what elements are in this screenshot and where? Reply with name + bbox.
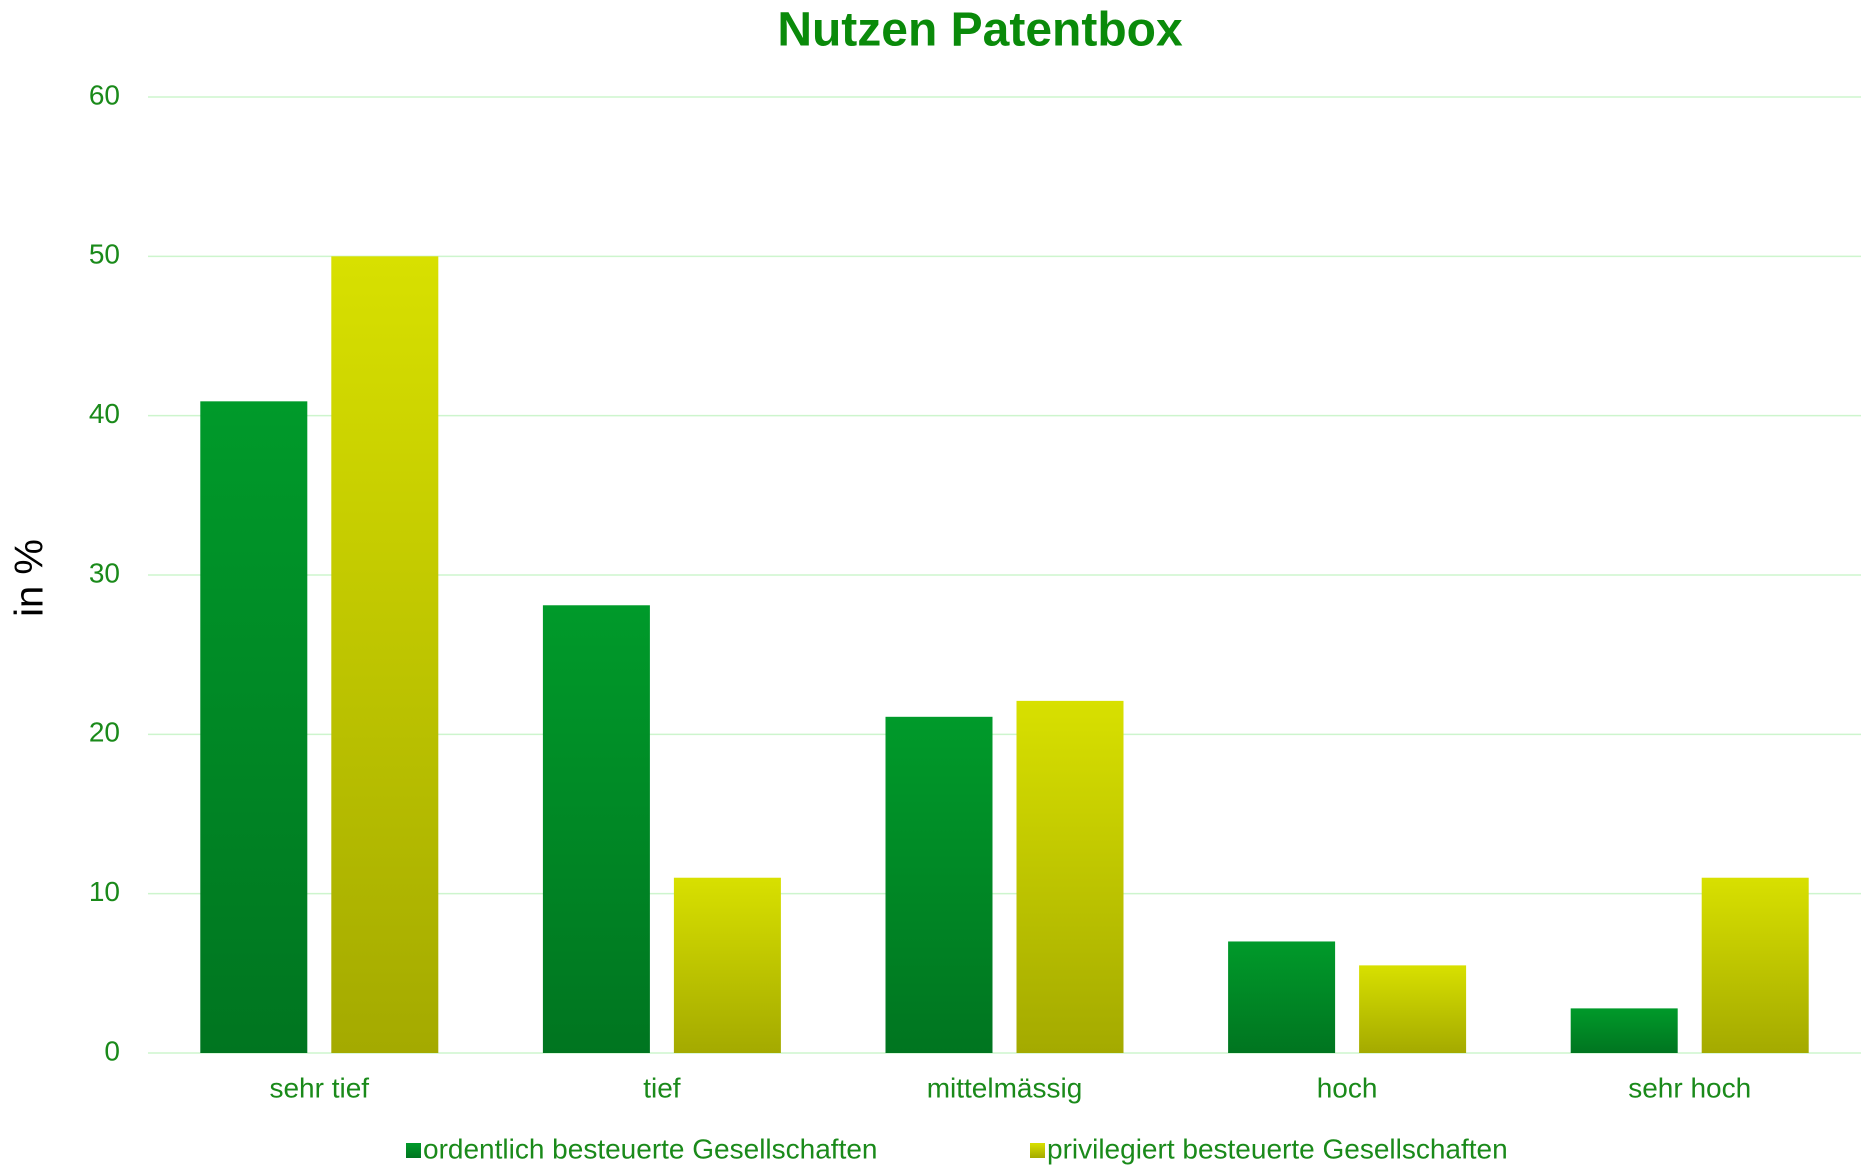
legend-swatch bbox=[1030, 1143, 1045, 1158]
legend-swatch bbox=[406, 1143, 421, 1158]
y-tick-label: 50 bbox=[89, 239, 120, 270]
legend-label: ordentlich besteuerte Gesellschaften bbox=[423, 1133, 878, 1164]
y-axis-label: in % bbox=[8, 539, 52, 617]
bar bbox=[673, 877, 781, 1053]
bar bbox=[331, 256, 439, 1053]
y-tick-label: 60 bbox=[89, 79, 120, 110]
bar bbox=[1570, 1008, 1678, 1053]
bar bbox=[1228, 941, 1336, 1053]
x-tick-label: mittelmässig bbox=[927, 1072, 1083, 1103]
x-tick-label: hoch bbox=[1317, 1072, 1378, 1103]
legend-label: privilegiert besteuerte Gesellschaften bbox=[1047, 1133, 1508, 1164]
chart-title: Nutzen Patentbox bbox=[777, 4, 1183, 57]
bar bbox=[542, 605, 650, 1053]
y-tick-label: 20 bbox=[89, 717, 120, 748]
bar bbox=[1701, 877, 1809, 1053]
y-tick-label: 10 bbox=[89, 876, 120, 907]
x-tick-label: sehr hoch bbox=[1628, 1072, 1751, 1103]
y-tick-label: 0 bbox=[104, 1035, 120, 1066]
x-tick-label: tief bbox=[643, 1072, 681, 1103]
bar bbox=[200, 401, 308, 1053]
bar bbox=[1359, 965, 1467, 1053]
bar bbox=[885, 716, 993, 1053]
y-tick-label: 40 bbox=[89, 398, 120, 429]
x-tick-label: sehr tief bbox=[269, 1072, 369, 1103]
bar bbox=[1016, 700, 1124, 1053]
y-tick-label: 30 bbox=[89, 557, 120, 588]
